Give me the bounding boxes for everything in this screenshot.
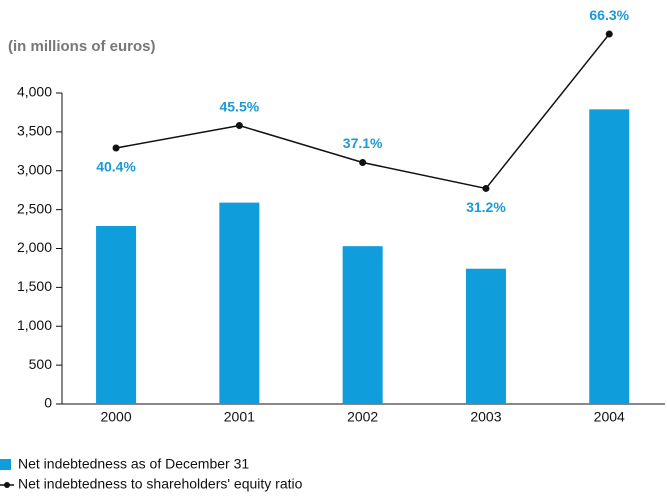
legend-point bbox=[4, 482, 10, 488]
chart-title: (in millions of euros) bbox=[8, 38, 156, 55]
bar bbox=[465, 268, 506, 404]
line-point bbox=[605, 30, 613, 38]
data-label: 31.2% bbox=[466, 199, 506, 215]
x-tick-label: 2002 bbox=[347, 409, 378, 425]
line-point bbox=[235, 122, 243, 130]
line-point bbox=[359, 159, 367, 167]
bar bbox=[589, 109, 630, 404]
data-label: 66.3% bbox=[589, 7, 629, 23]
y-tick-label: 1,000 bbox=[17, 317, 52, 333]
y-tick-label: 2,500 bbox=[17, 200, 52, 216]
x-tick-label: 2004 bbox=[594, 409, 625, 425]
bar bbox=[96, 225, 137, 404]
data-label: 37.1% bbox=[343, 135, 383, 151]
legend-swatch bbox=[0, 459, 11, 470]
x-tick-label: 2001 bbox=[224, 409, 255, 425]
bar bbox=[219, 202, 260, 404]
y-tick-label: 0 bbox=[44, 395, 52, 411]
data-label: 40.4% bbox=[96, 159, 136, 175]
x-tick-label: 2000 bbox=[100, 409, 131, 425]
y-tick-label: 1,500 bbox=[17, 278, 52, 294]
y-tick-label: 3,500 bbox=[17, 123, 52, 139]
y-tick-label: 2,000 bbox=[17, 239, 52, 255]
line-point bbox=[482, 184, 490, 192]
data-label: 45.5% bbox=[219, 98, 259, 114]
bar bbox=[342, 246, 383, 404]
legend-label: Net indebtedness as of December 31 bbox=[18, 456, 249, 472]
y-tick-label: 500 bbox=[29, 356, 53, 372]
line-point bbox=[112, 144, 120, 152]
y-tick-label: 4,000 bbox=[17, 84, 52, 100]
y-tick-label: 3,000 bbox=[17, 161, 52, 177]
legend-label: Net indebtedness to shareholders' equity… bbox=[18, 476, 303, 492]
x-tick-label: 2003 bbox=[470, 409, 501, 425]
